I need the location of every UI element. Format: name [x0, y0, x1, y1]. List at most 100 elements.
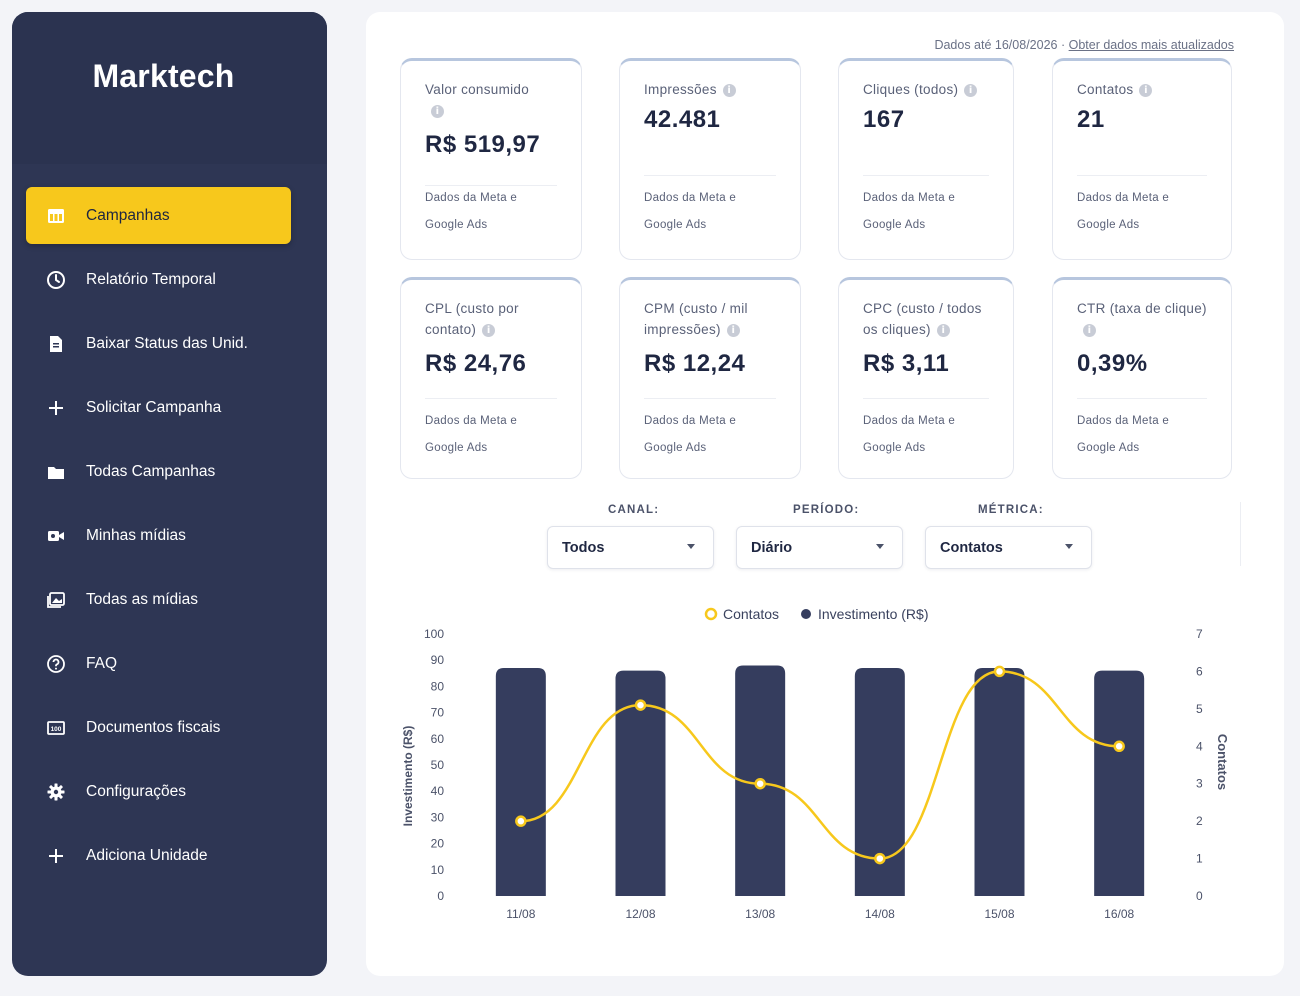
- canal-select[interactable]: Todos: [547, 526, 714, 569]
- kpi-source-line-2: Google Ads: [644, 442, 707, 454]
- kpi-source: Dados da Meta e Google Ads: [863, 185, 955, 239]
- legend-label-investimento[interactable]: Investimento (R$): [818, 606, 928, 622]
- kpi-value: 42.481: [644, 106, 721, 133]
- line-contatos: [520, 670, 1120, 860]
- sidebar-item-adiciona-unidade[interactable]: Adiciona Unidade: [26, 827, 291, 884]
- sidebar-item-label: FAQ: [86, 654, 118, 672]
- point-contatos[interactable]: [993, 665, 1006, 678]
- chart-legend: Contatos Investimento (R$): [704, 606, 928, 622]
- canal-select-value: Todos: [562, 539, 605, 556]
- filter-label-metrica: MÉTRICA:: [978, 504, 1044, 516]
- card-divider: [863, 175, 989, 176]
- kpi-source-line-1: Dados da Meta e: [425, 192, 518, 204]
- card-divider: [644, 175, 776, 176]
- kpi-label: CPC (custo / todos os cliques): [863, 301, 982, 337]
- kpi-source-line-2: Google Ads: [1077, 442, 1140, 454]
- point-contatos[interactable]: [754, 777, 766, 790]
- sidebar-nav: Campanhas Relatório Temporal Baixar Stat…: [26, 187, 291, 891]
- point-contatos[interactable]: [874, 852, 886, 865]
- info-icon[interactable]: i: [482, 323, 496, 337]
- chevron-down-icon: [687, 544, 695, 549]
- info-icon[interactable]: i: [1139, 83, 1153, 97]
- sidebar-item-todas-midias[interactable]: Todas as mídias: [26, 571, 291, 628]
- x-tick-label: 16/08: [1104, 907, 1134, 921]
- sidebar-item-documentos-fiscais[interactable]: 100 Documentos fiscais: [26, 699, 291, 756]
- legend-label-contatos[interactable]: Contatos: [723, 606, 779, 622]
- point-contatos[interactable]: [634, 699, 647, 711]
- y-axis-left: 0 10 20 30 40 50 60 70 80 90 100: [424, 627, 444, 903]
- bar-investimento[interactable]: [854, 668, 905, 896]
- card-divider: [425, 398, 557, 399]
- bar-investimento[interactable]: [974, 668, 1025, 896]
- y2-tick-label: 2: [1196, 814, 1203, 828]
- kpi-card-ctr: CTR (taxa de clique) i 0,39% Dados da Met…: [1052, 277, 1232, 479]
- info-icon[interactable]: i: [722, 83, 736, 97]
- kpi-label: Cliques (todos): [863, 82, 959, 97]
- kpi-card-cpc: CPC (custo / todos os cliques) i R$ 3,11 …: [838, 277, 1014, 479]
- kpi-label: CTR (taxa de clique): [1077, 301, 1207, 316]
- sidebar-item-relatorio-temporal[interactable]: Relatório Temporal: [26, 251, 291, 308]
- legend-swatch-contatos: [704, 607, 718, 621]
- sidebar-item-label: Adiciona Unidade: [86, 846, 208, 864]
- legend-swatch-investimento: [801, 609, 811, 619]
- sidebar-item-label: Baixar Status das Unid.: [86, 334, 248, 352]
- sidebar-item-faq[interactable]: FAQ: [26, 635, 291, 692]
- sidebar-item-label: Configurações: [86, 782, 186, 800]
- clock-icon: [46, 270, 66, 290]
- gear-icon: [46, 782, 66, 802]
- sidebar-item-campanhas[interactable]: Campanhas: [26, 187, 291, 244]
- info-icon[interactable]: i: [964, 83, 978, 97]
- sidebar-item-todas-campanhas[interactable]: Todas Campanhas: [26, 443, 291, 500]
- card-divider: [863, 398, 989, 399]
- kpi-card-contatos: Contatos i 21 Dados da Meta e Google Ads: [1052, 58, 1232, 260]
- y-tick-label: 20: [431, 837, 445, 851]
- kpi-source-line-2: Google Ads: [863, 219, 926, 231]
- kpi-source-line-1: Dados da Meta e: [1077, 415, 1170, 427]
- info-icon[interactable]: i: [431, 104, 444, 118]
- y-axis-right-title: Contatos: [1215, 734, 1230, 790]
- sidebar-item-configuracoes[interactable]: Configurações: [26, 763, 291, 820]
- bar-investimento[interactable]: [1094, 670, 1145, 896]
- point-contatos[interactable]: [1113, 740, 1125, 753]
- kpi-label: Impressões: [644, 82, 717, 97]
- y2-tick-label: 6: [1196, 664, 1203, 678]
- kpi-value: 0,39%: [1077, 350, 1148, 377]
- y-tick-label: 80: [431, 679, 445, 693]
- filter-label-canal: CANAL:: [608, 504, 660, 516]
- kpi-card-cliques: Cliques (todos) i 167 Dados da Meta e Goog…: [838, 58, 1014, 260]
- y-axis-right: 0 1 2 3 4 5 6 7: [1196, 627, 1203, 903]
- x-axis: 11/08 12/08 13/08 14/08 15/08 16/08: [506, 907, 1134, 921]
- kpi-source-line-1: Dados da Meta e: [644, 415, 737, 427]
- refresh-data-link[interactable]: Obter dados mais atualizados: [1068, 38, 1234, 52]
- metrica-select[interactable]: Contatos: [925, 526, 1092, 569]
- info-icon[interactable]: i: [726, 323, 740, 337]
- y-tick-label: 0: [437, 889, 444, 903]
- chevron-down-icon: [1065, 544, 1073, 549]
- kpi-source-line-2: Google Ads: [644, 219, 707, 231]
- info-icon[interactable]: i: [936, 323, 950, 337]
- sidebar-item-label: Documentos fiscais: [86, 718, 221, 736]
- sidebar-item-baixar-status[interactable]: Baixar Status das Unid.: [26, 315, 291, 372]
- kpi-source-line-2: Google Ads: [863, 442, 926, 454]
- kpi-source-line-1: Dados da Meta e: [863, 192, 956, 204]
- kpi-source-line-2: Google Ads: [1077, 219, 1140, 231]
- sidebar-item-minhas-midias[interactable]: Minhas mídias: [26, 507, 291, 564]
- y-axis-left-title: Investimento (R$): [401, 726, 415, 827]
- sidebar-item-label: Minhas mídias: [86, 526, 186, 544]
- kpi-source-line-1: Dados da Meta e: [644, 192, 737, 204]
- sidebar: Marktech Campanhas Relatório Temporal Ba…: [12, 12, 327, 976]
- info-icon[interactable]: i: [1083, 323, 1096, 337]
- point-contatos[interactable]: [515, 815, 527, 827]
- help-circle-icon: [46, 654, 66, 674]
- bar-investimento[interactable]: [615, 670, 666, 896]
- chevron-down-icon: [876, 544, 884, 549]
- y2-tick-label: 1: [1196, 852, 1203, 866]
- bar-investimento[interactable]: [495, 668, 546, 896]
- receipt-icon: 100: [46, 718, 66, 738]
- separator: ·: [1060, 38, 1066, 52]
- sidebar-item-solicitar-campanha[interactable]: Solicitar Campanha: [26, 379, 291, 436]
- kpi-source: Dados da Meta e Google Ads: [863, 408, 955, 462]
- periodo-select[interactable]: Diário: [736, 526, 903, 569]
- brand-logo[interactable]: Marktech: [92, 57, 235, 94]
- y2-tick-label: 3: [1196, 777, 1203, 791]
